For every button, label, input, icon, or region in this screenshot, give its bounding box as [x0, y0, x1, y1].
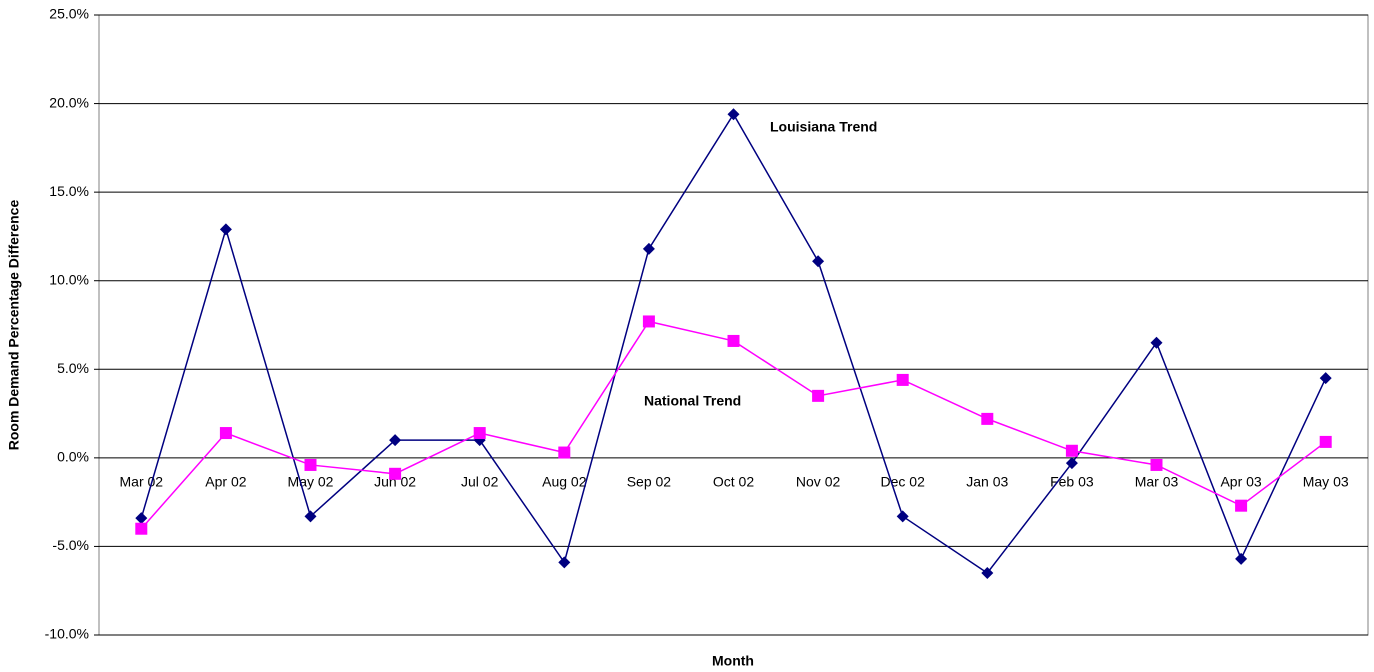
- marker: [727, 334, 740, 347]
- x-tick-label: Feb 03: [1050, 474, 1094, 490]
- x-axis-title: Month: [712, 653, 754, 669]
- x-tick-label: Sep 02: [627, 474, 672, 490]
- x-tick-label: Mar 02: [120, 474, 164, 490]
- x-tick-label: Aug 02: [542, 474, 587, 490]
- marker: [981, 412, 994, 425]
- marker: [896, 510, 909, 523]
- y-tick-label: 5.0%: [57, 360, 89, 376]
- marker: [1065, 444, 1078, 457]
- y-tick-label: 10.0%: [49, 271, 89, 287]
- y-tick-label: -10.0%: [45, 626, 89, 642]
- plot-area: [98, 14, 1369, 636]
- marker: [1150, 458, 1163, 471]
- marker: [1235, 499, 1248, 512]
- x-tick-label: Dec 02: [881, 474, 926, 490]
- x-tick-label: Apr 03: [1220, 474, 1261, 490]
- y-tick-label: 25.0%: [49, 6, 89, 22]
- marker: [642, 242, 655, 255]
- marker: [812, 389, 825, 402]
- x-tick-label: Jul 02: [461, 474, 499, 490]
- x-tick-label: Oct 02: [713, 474, 754, 490]
- x-tick-label: Jun 02: [374, 474, 416, 490]
- marker: [135, 522, 148, 535]
- marker: [1235, 552, 1248, 565]
- x-tick-label: Apr 02: [205, 474, 246, 490]
- y-tick-label: -5.0%: [52, 537, 89, 553]
- x-tick-label: Jan 03: [966, 474, 1008, 490]
- marker: [727, 108, 740, 121]
- y-axis-title: Room Demand Percentage Difference: [6, 200, 22, 451]
- marker: [389, 434, 402, 447]
- marker: [219, 223, 232, 236]
- marker: [304, 510, 317, 523]
- marker: [389, 467, 402, 480]
- y-tick-label: 0.0%: [57, 449, 89, 465]
- y-tick-label: 20.0%: [49, 94, 89, 110]
- marker: [1319, 372, 1332, 385]
- marker: [473, 427, 486, 440]
- x-tick-label: Mar 03: [1135, 474, 1179, 490]
- series-annotation: Louisiana Trend: [770, 119, 877, 135]
- marker: [1150, 336, 1163, 349]
- marker: [812, 255, 825, 268]
- marker: [1065, 457, 1078, 470]
- marker: [981, 567, 994, 579]
- marker: [896, 373, 909, 386]
- y-tick-label: 15.0%: [49, 183, 89, 199]
- marker: [1319, 435, 1332, 448]
- series-annotation: National Trend: [644, 393, 741, 409]
- marker: [135, 512, 148, 525]
- marker: [642, 315, 655, 328]
- x-tick-label: May 03: [1303, 474, 1349, 490]
- x-tick-label: Nov 02: [796, 474, 841, 490]
- marker: [219, 427, 232, 440]
- marker: [558, 556, 571, 569]
- marker: [304, 458, 317, 471]
- marker: [558, 446, 571, 459]
- x-tick-label: May 02: [288, 474, 334, 490]
